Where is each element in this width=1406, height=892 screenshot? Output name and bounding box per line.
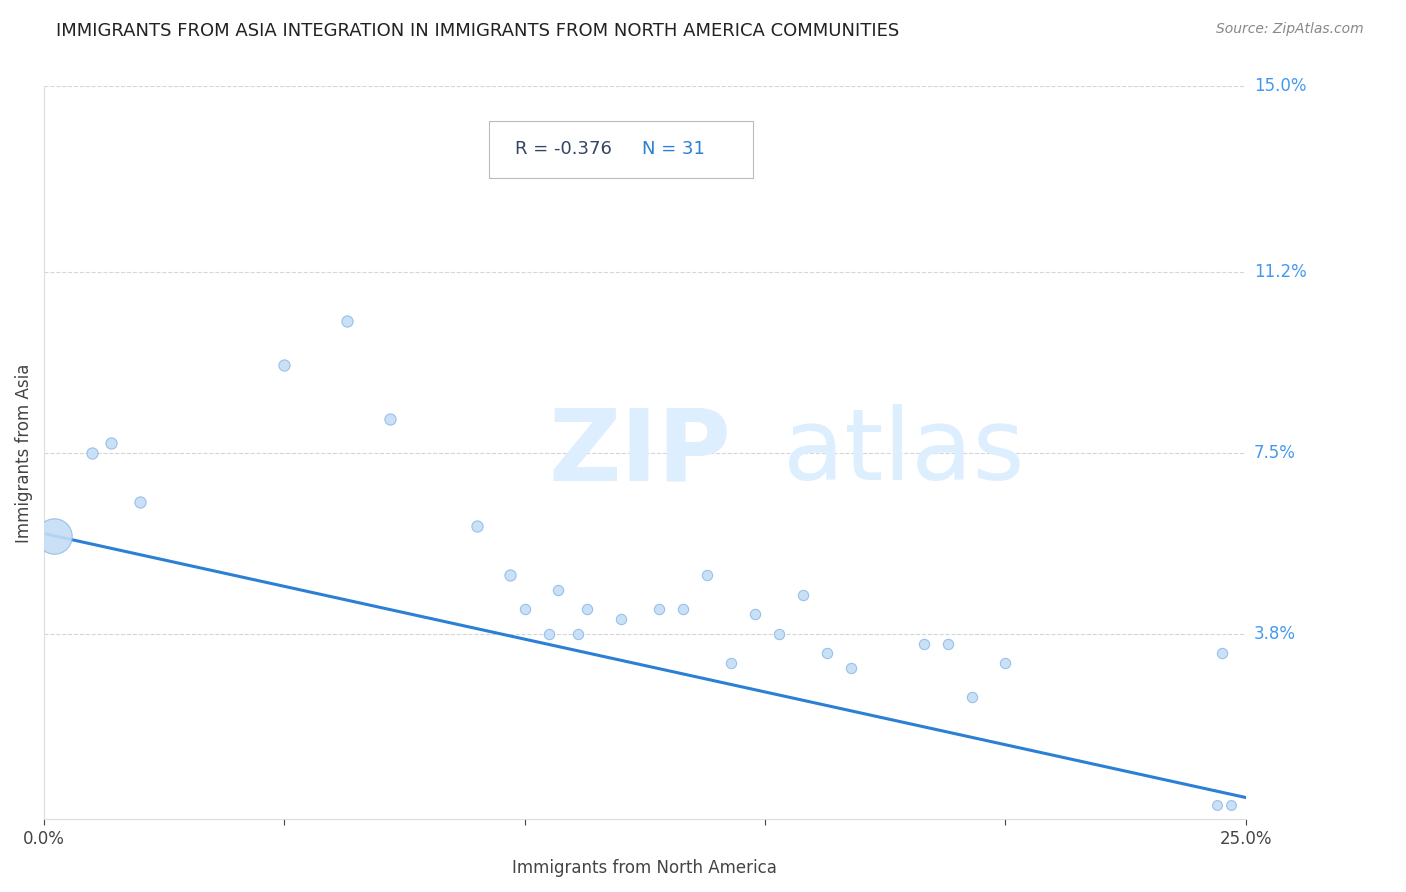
Point [1220, 797, 1243, 812]
Point [547, 582, 569, 597]
Point [336, 314, 359, 328]
Text: 7.5%: 7.5% [1254, 444, 1296, 462]
Point [817, 646, 839, 660]
Text: N = 31: N = 31 [643, 140, 706, 159]
Point [537, 627, 560, 641]
Point [499, 568, 522, 582]
Point [129, 495, 152, 509]
Point [82, 446, 104, 460]
Point [567, 627, 589, 641]
Point [273, 358, 295, 372]
Point [610, 612, 633, 626]
Text: R = -0.376: R = -0.376 [515, 140, 612, 159]
Point [696, 568, 718, 582]
Point [513, 602, 536, 616]
Text: IMMIGRANTS FROM ASIA INTEGRATION IN IMMIGRANTS FROM NORTH AMERICA COMMUNITIES: IMMIGRANTS FROM ASIA INTEGRATION IN IMMI… [56, 22, 900, 40]
Point [648, 602, 671, 616]
FancyBboxPatch shape [489, 121, 754, 178]
Point [936, 636, 959, 650]
Text: ZIP: ZIP [548, 404, 731, 501]
Point [378, 411, 401, 425]
Point [994, 656, 1017, 670]
Point [720, 656, 742, 670]
Point [42, 529, 65, 543]
Text: 11.2%: 11.2% [1254, 263, 1306, 281]
Point [1211, 646, 1233, 660]
X-axis label: Immigrants from North America: Immigrants from North America [512, 859, 778, 877]
Point [672, 602, 695, 616]
Point [768, 627, 790, 641]
Text: Source: ZipAtlas.com: Source: ZipAtlas.com [1216, 22, 1364, 37]
Point [960, 690, 983, 705]
Point [100, 436, 122, 450]
Point [465, 519, 488, 533]
Point [576, 602, 599, 616]
Text: 15.0%: 15.0% [1254, 78, 1306, 95]
Point [744, 607, 766, 622]
Y-axis label: Immigrants from Asia: Immigrants from Asia [15, 363, 32, 542]
Point [792, 588, 814, 602]
Text: 3.8%: 3.8% [1254, 624, 1296, 643]
Point [841, 661, 863, 675]
Text: atlas: atlas [783, 404, 1025, 501]
Point [1205, 797, 1227, 812]
Point [912, 636, 935, 650]
